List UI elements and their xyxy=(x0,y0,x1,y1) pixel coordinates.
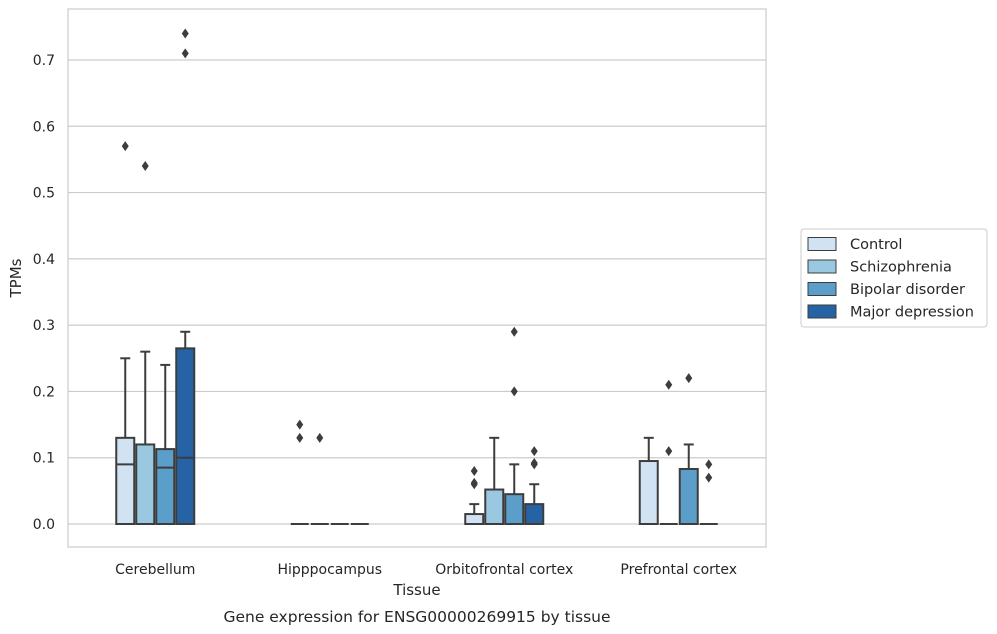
box-bipolar-disorder xyxy=(678,373,699,525)
y-tick-label: 0.1 xyxy=(33,451,55,467)
box-control xyxy=(290,419,309,525)
box-body xyxy=(484,488,505,526)
y-tick-labels: 0.0 0.1 0.2 0.3 0.4 0.5 0.6 0.7 xyxy=(33,53,55,533)
box-bipolar-disorder xyxy=(155,363,176,525)
y-axis-label: TPMs xyxy=(7,258,25,298)
outlier-point xyxy=(530,458,538,469)
x-tick-label: Hipppocampus xyxy=(277,562,382,578)
x-tick-label: Cerebellum xyxy=(115,562,195,578)
x-tick-labels: Cerebellum Hipppocampus Orbitofrontal cort… xyxy=(115,562,737,578)
box-control xyxy=(464,465,485,525)
x-axis-label: Tissue xyxy=(392,581,440,599)
outlier-point xyxy=(181,48,189,59)
box-body xyxy=(504,493,525,525)
box-schizophrenia xyxy=(484,436,505,526)
outlier-point xyxy=(296,419,304,430)
y-tick-label: 0.3 xyxy=(33,318,55,334)
y-tick-label: 0.6 xyxy=(33,119,55,135)
y-tick-label: 0.5 xyxy=(33,186,55,202)
box-body xyxy=(638,460,659,525)
plot-frame xyxy=(67,8,767,548)
legend-swatch xyxy=(807,259,837,274)
box-major-depression xyxy=(699,459,718,525)
outlier-point xyxy=(296,432,304,443)
box-body xyxy=(175,347,196,526)
outlier-point xyxy=(685,373,693,384)
box-body xyxy=(524,503,545,526)
legend-label: Schizophrenia xyxy=(850,260,952,276)
box-control xyxy=(638,436,659,525)
outlier-point xyxy=(121,141,129,152)
y-tick-label: 0.0 xyxy=(33,517,55,533)
outlier-point xyxy=(530,446,538,457)
outlier-point xyxy=(510,386,518,397)
outlier-point xyxy=(470,465,478,476)
box-major-depression xyxy=(524,446,545,526)
x-tick-label: Orbitofrontal cortex xyxy=(435,562,573,578)
y-tick-label: 0.7 xyxy=(33,53,55,69)
box-body xyxy=(464,513,485,525)
outlier-point xyxy=(316,432,324,443)
box-control xyxy=(115,141,136,526)
outlier-point xyxy=(665,446,673,457)
outlier-point xyxy=(705,472,713,483)
box-schizophrenia xyxy=(135,161,156,526)
x-tick-label: Prefrontal cortex xyxy=(620,562,737,578)
legend-swatch xyxy=(807,282,837,296)
outlier-point xyxy=(665,379,673,390)
boxes xyxy=(115,28,718,526)
chart-caption: Gene expression for ENSG00000269915 by t… xyxy=(223,608,610,626)
box-body xyxy=(115,436,136,526)
y-tick-label: 0.2 xyxy=(33,384,55,400)
box-bipolar-disorder xyxy=(504,326,525,525)
box-body xyxy=(135,443,156,526)
legend: Control Schizophrenia Bipolar disorder Majo… xyxy=(800,228,988,328)
box-major-depression xyxy=(175,28,196,526)
legend-label: Bipolar disorder xyxy=(850,282,965,298)
outlier-point xyxy=(470,477,478,488)
box-body xyxy=(155,448,176,525)
box-schizophrenia xyxy=(659,379,678,525)
legend-frame xyxy=(800,228,988,328)
box-body xyxy=(678,467,699,525)
legend-swatch xyxy=(807,304,837,319)
box-schizophrenia xyxy=(310,432,329,525)
outlier-point xyxy=(510,326,518,337)
legend-label: Major depression xyxy=(850,305,974,321)
legend-label: Control xyxy=(850,237,902,253)
outlier-point xyxy=(705,459,713,470)
outlier-point xyxy=(181,28,189,39)
outlier-point xyxy=(141,161,149,172)
legend-swatch xyxy=(807,237,837,251)
y-tick-label: 0.4 xyxy=(33,252,55,268)
